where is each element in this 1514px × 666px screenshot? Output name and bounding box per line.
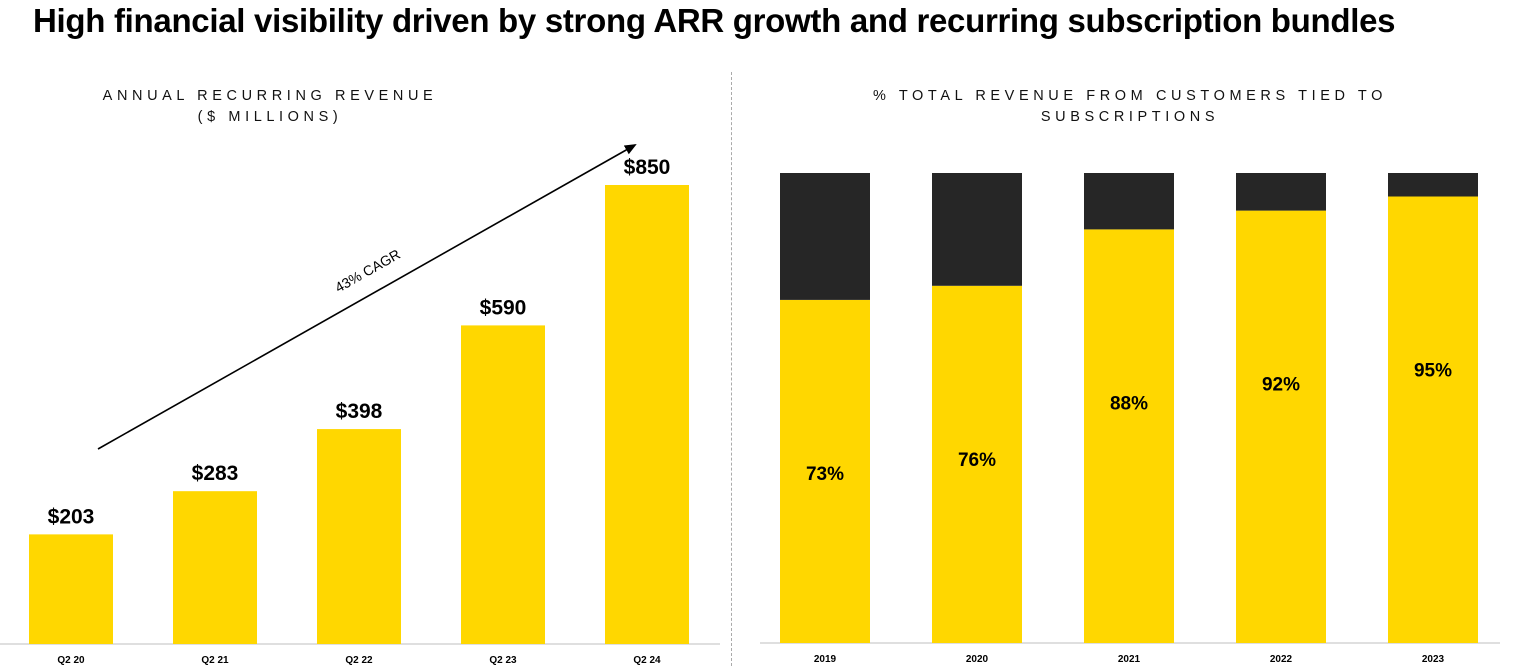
arr-bar: [461, 325, 545, 644]
subscription-bar: [1084, 229, 1174, 643]
subscription-bar: [780, 299, 870, 643]
arr-bar: [605, 185, 689, 644]
arr-bar-value-label: $850: [624, 156, 671, 179]
arr-bar-value-label: $398: [336, 400, 383, 423]
arr-chart-title: ANNUAL RECURRING REVENUE ($ MILLIONS): [40, 86, 500, 128]
arr-x-tick-label: Q2 20: [57, 655, 85, 666]
subscription-bar: [1388, 196, 1478, 643]
arr-bar-value-label: $203: [48, 505, 95, 528]
non-subscription-bar: [1236, 173, 1326, 211]
non-subscription-bar: [780, 173, 870, 300]
arr-bar-value-label: $283: [192, 462, 239, 485]
subscription-x-tick-label: 2022: [1270, 654, 1293, 665]
arr-bar-chart: $203 Q2 20 $283 Q2 21 $398 Q2 22 $590 Q2 23 $850…: [0, 144, 720, 666]
arr-bar-value-label: $590: [480, 296, 527, 319]
subscription-value-label: 73%: [806, 464, 844, 485]
subscription-x-tick-label: 2020: [966, 654, 989, 665]
subscription-chart-title: % TOTAL REVENUE FROM CUSTOMERS TIED TO S…: [760, 86, 1500, 128]
subscription-stacked-chart: 73% 2019 76% 2020 88% 2021 92% 2022 95% 2023: [760, 173, 1500, 665]
subscription-chart-title-line-2: SUBSCRIPTIONS: [1040, 109, 1220, 125]
arr-bar: [29, 534, 113, 644]
page-title: High financial visibility driven by stro…: [33, 2, 1396, 39]
arr-x-tick-label: Q2 21: [201, 655, 229, 666]
subscription-value-label: 76%: [958, 450, 996, 471]
non-subscription-bar: [932, 173, 1022, 286]
arr-chart-title-line-1: ANNUAL RECURRING REVENUE: [102, 88, 438, 104]
non-subscription-bar: [1388, 173, 1478, 197]
subscription-bar: [1236, 210, 1326, 643]
chart-divider: [731, 72, 732, 666]
arr-x-tick-label: Q2 23: [489, 655, 517, 666]
subscription-x-tick-label: 2019: [814, 654, 837, 665]
arr-chart-title-line-2: ($ MILLIONS): [197, 109, 343, 125]
non-subscription-bar: [1084, 173, 1174, 230]
subscription-x-tick-label: 2021: [1118, 654, 1141, 665]
arr-x-tick-label: Q2 24: [633, 655, 661, 666]
subscription-chart-title-line-1: % TOTAL REVENUE FROM CUSTOMERS TIED TO: [873, 88, 1387, 104]
subscription-bar: [932, 285, 1022, 643]
subscription-value-label: 92%: [1262, 375, 1300, 396]
cagr-annotation: 43% CAGR: [332, 246, 403, 296]
subscription-value-label: 88%: [1110, 393, 1148, 414]
subscription-x-tick-label: 2023: [1422, 654, 1445, 665]
subscription-value-label: 95%: [1414, 361, 1452, 382]
arr-bar: [173, 491, 257, 644]
cagr-arrow: [97, 144, 637, 450]
arr-x-tick-label: Q2 22: [345, 655, 373, 666]
arr-bar: [317, 429, 401, 644]
